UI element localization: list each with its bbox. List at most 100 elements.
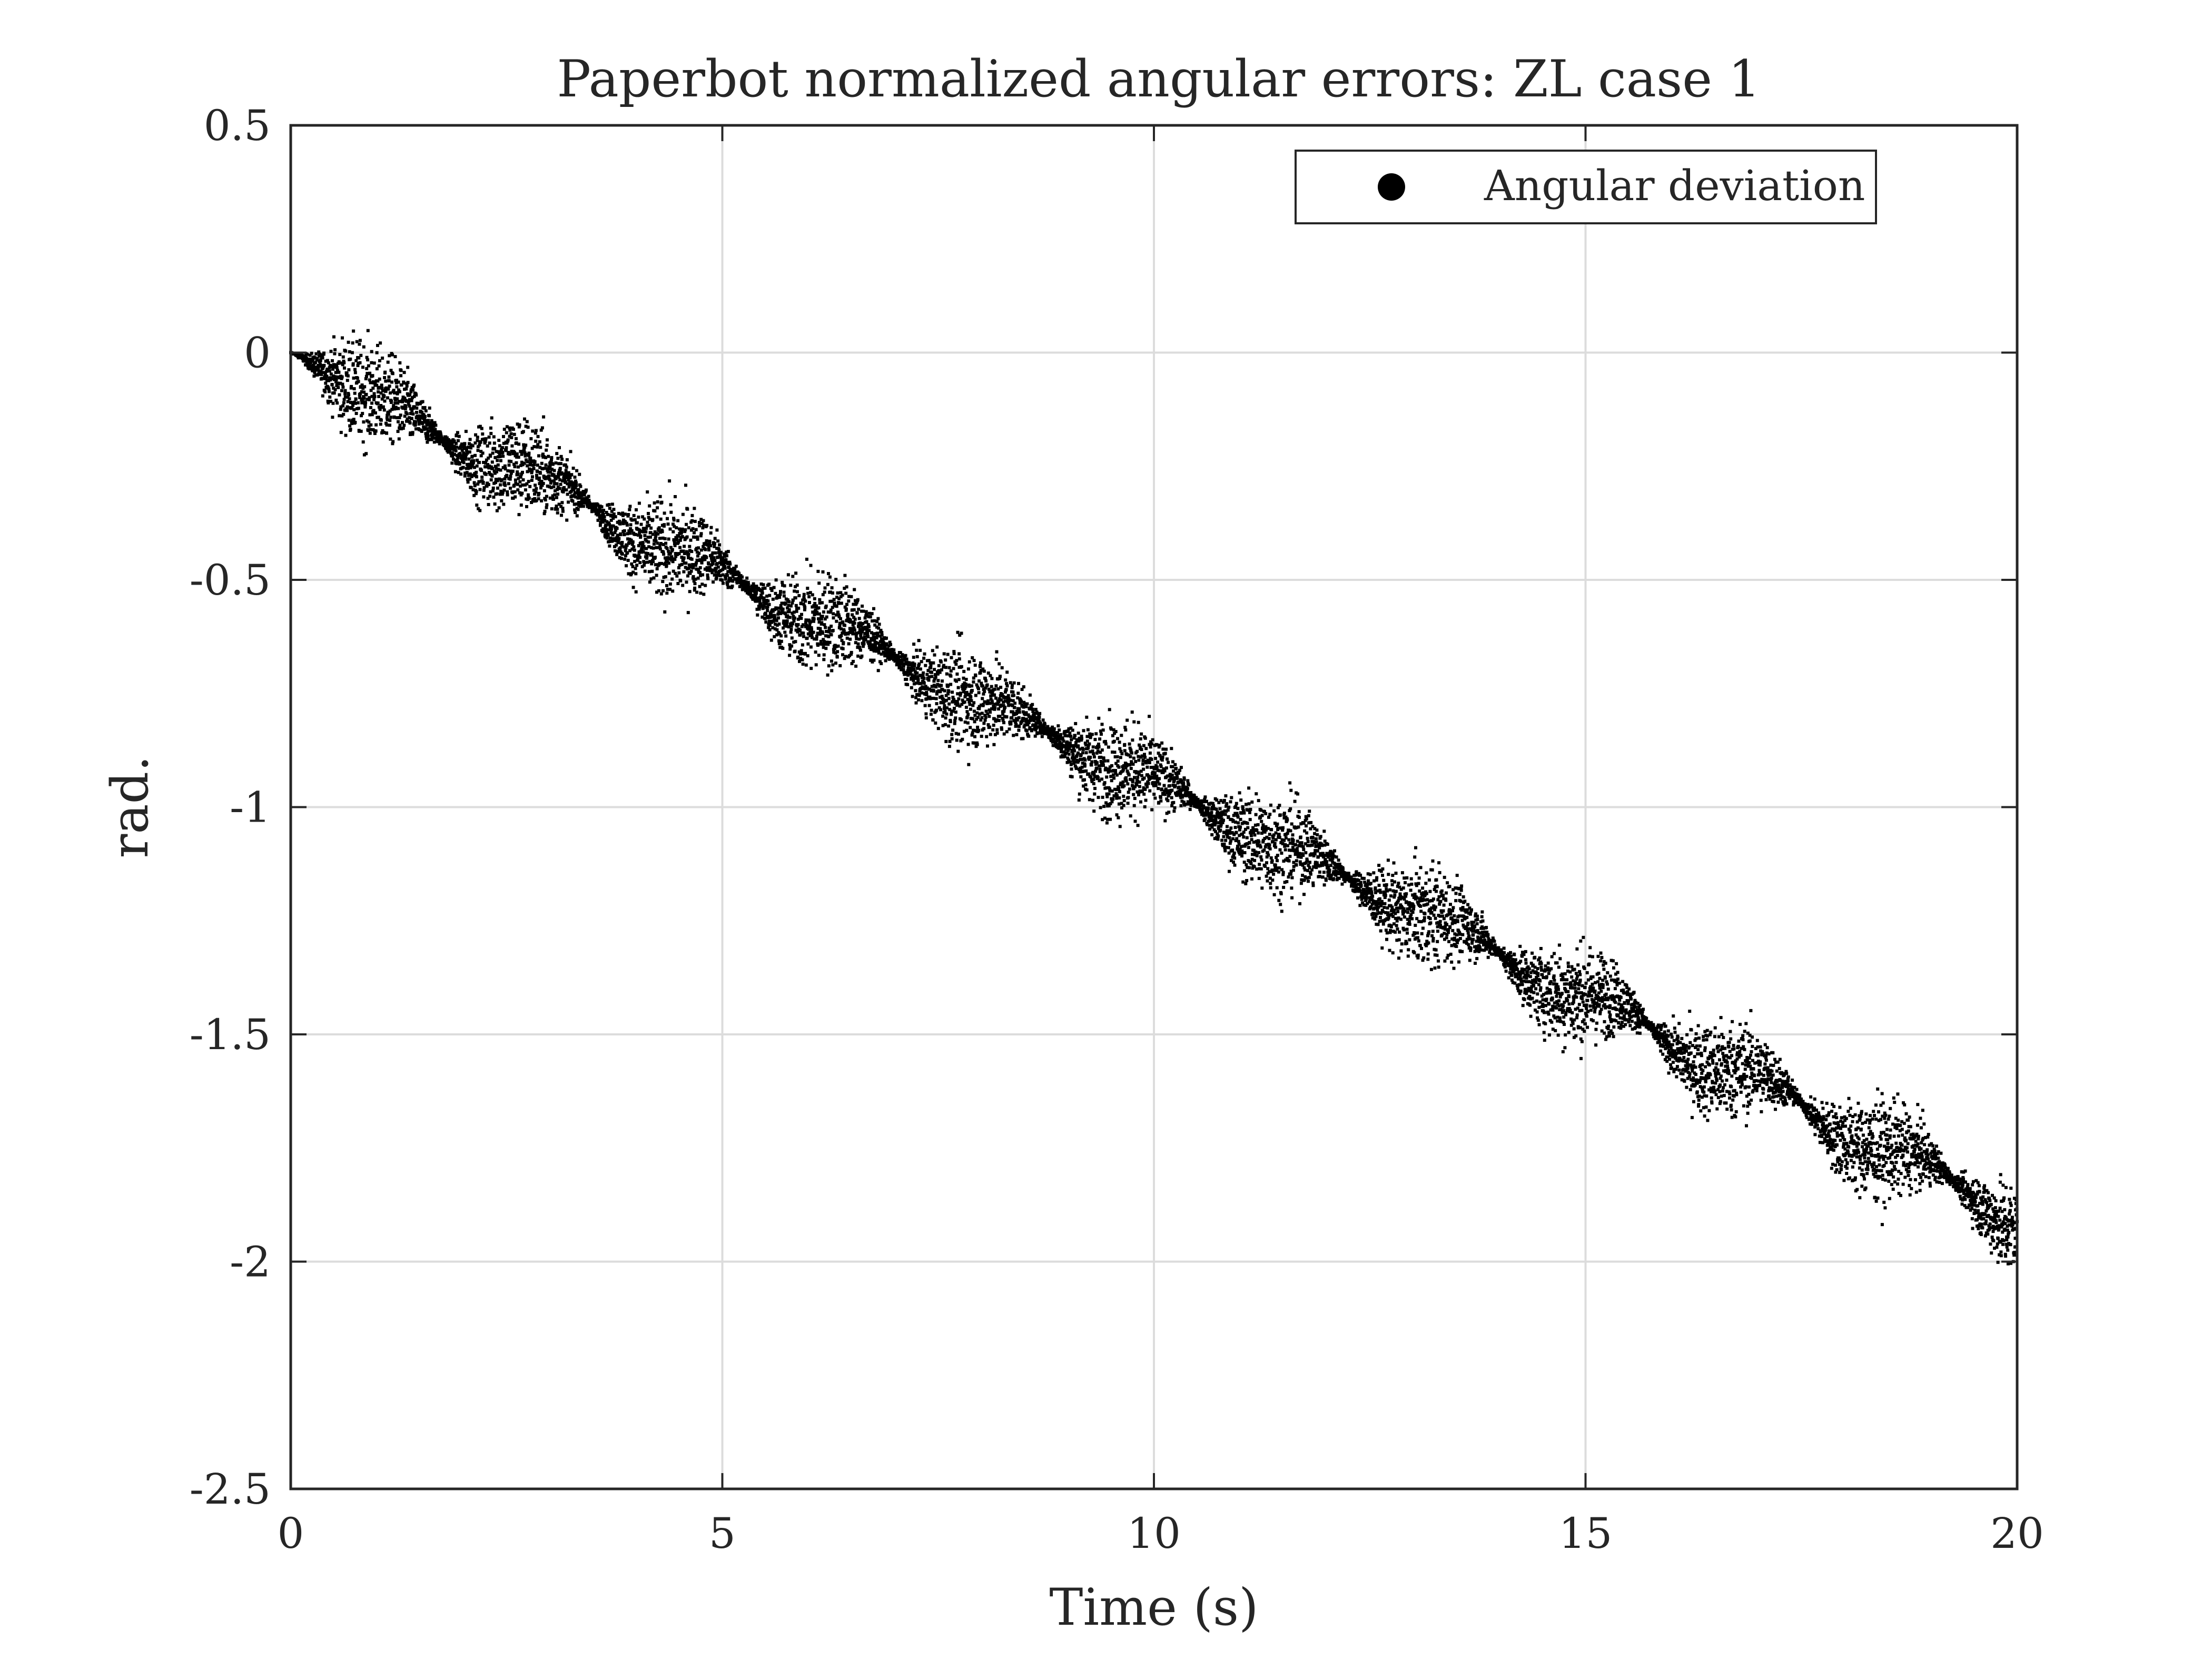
data-point [1146, 785, 1149, 788]
data-point [909, 663, 913, 666]
data-point [1115, 755, 1119, 758]
data-point [605, 530, 608, 534]
data-point [945, 712, 949, 716]
data-point [364, 374, 368, 378]
data-point [811, 610, 815, 614]
data-point [502, 441, 506, 445]
data-point [1151, 738, 1154, 742]
data-point [509, 487, 512, 490]
data-point [1099, 729, 1102, 733]
data-point [505, 441, 509, 445]
data-point [1159, 799, 1163, 803]
data-point [656, 532, 660, 536]
data-point [574, 479, 577, 483]
data-point [1104, 742, 1108, 746]
data-point [1113, 750, 1117, 754]
data-point [501, 466, 505, 469]
data-point [398, 361, 402, 364]
data-point [500, 492, 504, 496]
data-point [325, 359, 329, 362]
data-point [659, 542, 663, 545]
data-point [506, 438, 510, 442]
data-point [972, 659, 976, 663]
data-point [636, 556, 639, 559]
data-point [376, 379, 380, 383]
data-point [662, 576, 666, 579]
data-point [358, 339, 362, 342]
data-point [356, 364, 360, 367]
data-point [759, 594, 763, 597]
data-point [1242, 831, 1246, 834]
data-point [791, 622, 794, 626]
data-point [699, 591, 703, 595]
data-point [649, 531, 653, 535]
data-point [526, 426, 530, 429]
data-point [409, 388, 413, 392]
data-point [730, 571, 734, 575]
data-point [726, 550, 730, 554]
data-point [630, 518, 634, 522]
data-point [516, 488, 520, 492]
data-point [457, 434, 461, 438]
data-point [487, 435, 491, 439]
data-point [357, 407, 360, 410]
data-point [397, 388, 401, 392]
data-point [981, 697, 984, 700]
data-point [1039, 722, 1042, 725]
data-point [1125, 753, 1129, 756]
data-point [358, 396, 362, 399]
data-point [979, 665, 982, 668]
data-point [469, 443, 473, 447]
data-point [621, 522, 625, 526]
data-point [469, 446, 472, 450]
data-point [761, 615, 764, 619]
data-point [641, 550, 645, 554]
data-point [1112, 728, 1115, 732]
data-point [731, 579, 735, 583]
data-point [355, 340, 359, 343]
data-point [451, 451, 455, 455]
data-point [629, 527, 633, 530]
data-point [522, 443, 526, 447]
data-point [740, 575, 744, 579]
data-point [476, 458, 479, 462]
data-point [446, 445, 450, 449]
data-point [816, 627, 820, 630]
data-point [379, 341, 382, 345]
data-point [863, 635, 866, 639]
data-point [1236, 815, 1240, 819]
data-point [327, 390, 331, 393]
data-point [599, 521, 603, 525]
data-point [346, 374, 350, 378]
data-point [692, 575, 695, 578]
data-point [1090, 733, 1094, 736]
data-point [676, 519, 680, 522]
data-point [460, 448, 464, 452]
data-point [559, 505, 563, 508]
data-point [956, 749, 960, 753]
data-point [677, 535, 680, 538]
data-point [1173, 763, 1177, 766]
data-point [506, 469, 510, 472]
data-point [497, 439, 501, 442]
data-point [575, 469, 579, 472]
data-point [746, 581, 750, 585]
data-point [794, 585, 797, 588]
data-point [599, 509, 603, 513]
data-point [955, 679, 958, 683]
data-point [693, 582, 697, 586]
data-point [697, 551, 701, 555]
data-point [688, 545, 692, 548]
data-point [1137, 720, 1140, 724]
data-point [698, 558, 702, 561]
data-point [1133, 776, 1136, 779]
data-point [824, 604, 828, 608]
data-point [654, 556, 657, 559]
data-point [956, 630, 960, 634]
data-point [868, 646, 872, 649]
data-point [897, 656, 900, 660]
data-point [762, 598, 765, 602]
data-point [984, 686, 987, 690]
data-point [988, 725, 991, 729]
data-point [861, 622, 865, 625]
